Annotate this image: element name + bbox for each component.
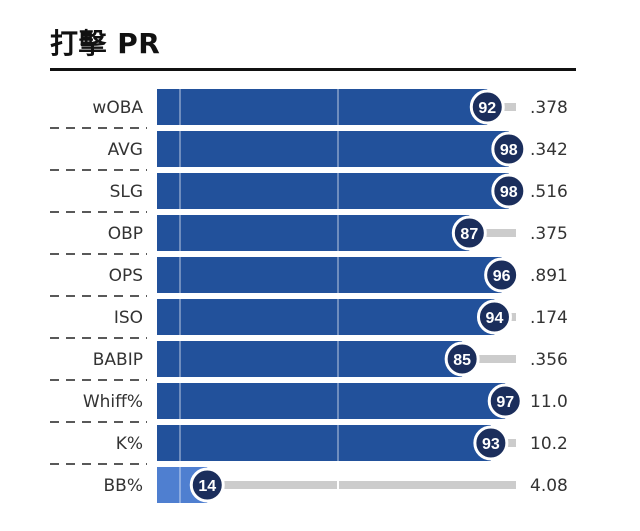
bar-slg bbox=[157, 173, 509, 209]
stat-value-iso: .174 bbox=[530, 308, 568, 328]
bar-k bbox=[157, 425, 491, 461]
bar-woba bbox=[157, 89, 488, 125]
percentile-value-avg: 98 bbox=[500, 142, 518, 159]
stat-value-k: 10.2 bbox=[530, 434, 568, 454]
category-label-k: K% bbox=[116, 434, 143, 454]
bar-ops bbox=[157, 257, 502, 293]
category-label-woba: wOBA bbox=[92, 98, 143, 118]
bar-whiff bbox=[157, 383, 506, 419]
bar-babip bbox=[157, 341, 463, 377]
percentile-badge-babip bbox=[444, 341, 480, 377]
percentile-badge-obp bbox=[451, 215, 487, 251]
stat-value-babip: .356 bbox=[530, 350, 568, 370]
category-label-iso: ISO bbox=[114, 308, 143, 328]
category-label-slg: SLG bbox=[110, 182, 143, 202]
track-bb bbox=[207, 481, 516, 489]
percentile-badge-ops bbox=[484, 257, 520, 293]
percentile-value-ops: 96 bbox=[493, 268, 511, 285]
chart-title: 打擊 PR bbox=[50, 27, 161, 60]
percentile-badge-bb bbox=[189, 467, 225, 503]
percentile-value-k: 93 bbox=[482, 436, 500, 453]
percentile-value-whiff: 97 bbox=[496, 394, 514, 411]
percentile-value-iso: 94 bbox=[486, 310, 504, 327]
stat-value-ops: .891 bbox=[530, 266, 568, 286]
percentile-badge-avg bbox=[491, 131, 527, 167]
percentile-value-slg: 98 bbox=[500, 184, 518, 201]
category-label-avg: AVG bbox=[108, 140, 143, 160]
stat-value-obp: .375 bbox=[530, 224, 568, 244]
percentile-value-babip: 85 bbox=[453, 352, 471, 369]
percentile-badge-iso bbox=[476, 299, 512, 335]
title-divider bbox=[50, 68, 576, 71]
percentile-badge-whiff bbox=[487, 383, 523, 419]
category-label-babip: BABIP bbox=[93, 350, 143, 370]
stat-value-slg: .516 bbox=[530, 182, 568, 202]
percentile-badge-slg bbox=[491, 173, 527, 209]
percentile-value-bb: 14 bbox=[198, 478, 216, 495]
bar-obp bbox=[157, 215, 470, 251]
percentile-value-woba: 92 bbox=[478, 100, 496, 117]
grid-notch-bb-1 bbox=[337, 481, 339, 489]
stat-value-avg: .342 bbox=[530, 140, 568, 160]
category-label-obp: OBP bbox=[108, 224, 143, 244]
category-label-bb: BB% bbox=[104, 476, 143, 496]
category-label-whiff: Whiff% bbox=[83, 392, 143, 412]
stat-value-whiff: 11.0 bbox=[530, 392, 568, 412]
stat-value-woba: .378 bbox=[530, 98, 568, 118]
percentile-badge-woba bbox=[469, 89, 505, 125]
track-obp bbox=[469, 229, 516, 237]
category-label-ops: OPS bbox=[109, 266, 143, 286]
percentile-value-obp: 87 bbox=[460, 226, 478, 243]
track-babip bbox=[462, 355, 516, 363]
percentile-badge-k bbox=[473, 425, 509, 461]
bar-iso bbox=[157, 299, 495, 335]
bar-avg bbox=[157, 131, 509, 167]
stat-value-bb: 4.08 bbox=[530, 476, 568, 496]
